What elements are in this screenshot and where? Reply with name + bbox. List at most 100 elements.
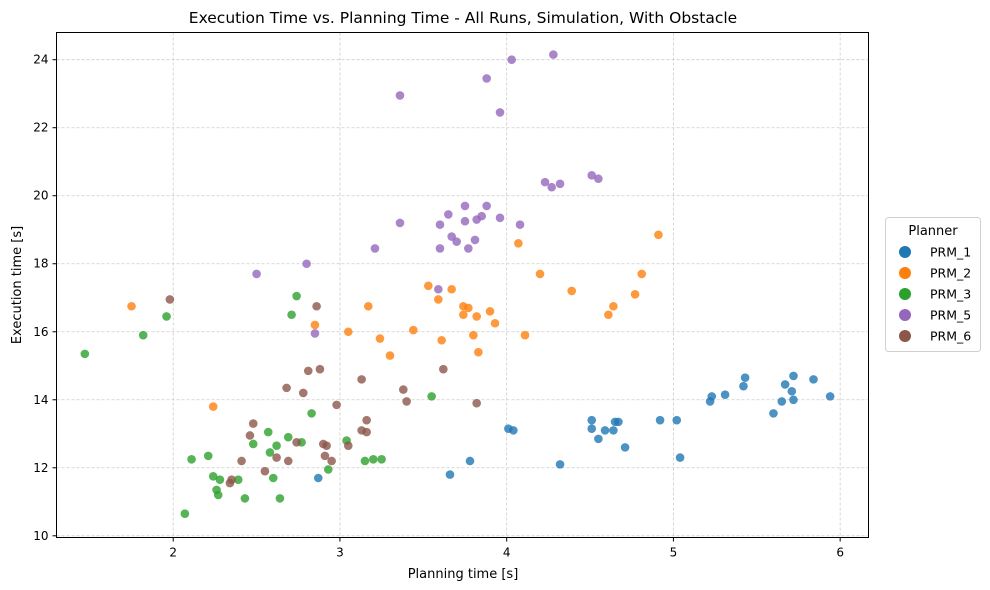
data-point [343,441,353,450]
data-point [515,220,525,229]
legend-marker [899,330,911,342]
x-axis-ticks: 2 3 4 5 6 [169,537,844,560]
data-point [495,213,505,223]
data-point [283,432,293,442]
data-point [470,235,480,245]
data-point [395,91,405,100]
legend-label: PRM_1 [930,245,971,260]
data-point [777,397,787,406]
data-point [482,201,491,211]
data-point [472,312,481,321]
data-point [472,398,481,408]
data-point [482,74,491,83]
data-point [272,441,281,450]
data-point [312,301,321,311]
data-point [127,301,136,311]
data-point [567,286,577,296]
series-prm-3 [80,291,436,518]
data-point [368,454,378,464]
data-point [720,390,730,399]
data-point [370,244,380,253]
data-point [427,392,436,401]
x-tick-label: 2 [169,546,177,560]
data-point [402,397,411,406]
y-axis-ticks: 10 12 14 16 18 20 22 24 [33,53,57,543]
y-tick-label: 20 [33,189,48,203]
data-point [215,475,225,484]
data-point [310,329,320,338]
y-tick-label: 18 [33,257,48,271]
y-tick-label: 16 [33,325,48,339]
data-point [434,284,443,294]
data-point [654,230,663,240]
data-point [260,466,270,476]
x-axis-label: Planning time [s] [408,567,519,582]
data-point [203,451,213,461]
data-point [507,55,516,65]
x-tick-label: 3 [336,546,344,560]
data-point [630,290,640,299]
data-point [540,177,550,187]
data-point [233,475,243,484]
data-point [265,448,275,457]
data-point [268,473,278,483]
data-point [302,259,311,269]
data-point [495,108,505,117]
legend: Planner PRM_1 PRM_2 PRM_3 PRM_5 PRM_6 [885,217,981,352]
data-point [769,409,778,418]
data-point [263,427,273,437]
data-point [292,291,301,301]
legend-marker [899,288,911,300]
data-point [275,494,285,503]
data-point [672,415,682,425]
data-point [343,327,353,337]
y-tick-label: 12 [33,461,48,475]
data-point [549,50,558,59]
data-point [587,424,597,433]
series-prm-1 [313,371,835,483]
data-point [604,310,613,320]
data-point [655,415,665,425]
data-point [180,509,190,518]
data-point [514,239,523,248]
data-point [707,392,717,401]
data-point [609,426,618,435]
legend-label: PRM_5 [930,308,971,323]
data-point [444,210,453,219]
data-point [535,269,545,279]
data-point [520,330,530,340]
data-point [789,395,798,405]
data-point [469,330,478,340]
data-point [292,437,301,447]
data-point [434,295,443,304]
data-point [272,453,281,462]
data-point [435,244,445,253]
data-point [594,174,603,184]
data-point [208,471,218,481]
data-point [485,307,495,316]
data-point [474,347,483,357]
data-point [332,400,341,410]
y-tick-label: 14 [33,393,48,407]
data-point [459,310,468,320]
data-point [237,456,246,466]
data-point [315,364,325,374]
data-point [313,473,323,483]
series-prm-2 [127,230,663,411]
data-point [439,364,448,374]
data-point [740,373,750,382]
legend-title: Planner [908,224,958,239]
data-point [609,301,618,311]
data-point [80,349,90,359]
y-axis-label: Execution time [s] [10,226,25,344]
data-point [445,470,455,479]
data-point [594,434,603,444]
data-point [385,351,395,360]
data-point [490,318,500,328]
data-point [809,375,818,384]
data-point [303,366,313,376]
data-point [780,380,790,389]
data-point [213,490,223,500]
data-point [248,419,258,428]
data-point [465,456,475,466]
